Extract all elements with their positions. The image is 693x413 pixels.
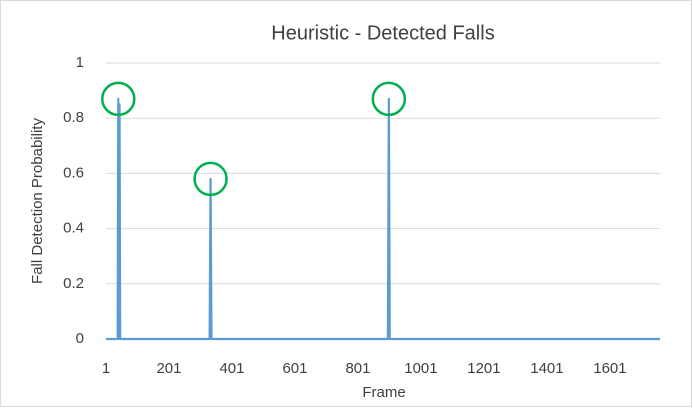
x-tick-label: 801 (345, 360, 370, 377)
x-tick-label: 401 (219, 360, 244, 377)
x-tick-label: 1001 (404, 360, 437, 377)
highlight-circle (101, 81, 136, 117)
y-tick-label: 0.2 (63, 275, 84, 292)
y-tick-label: 0 (76, 330, 84, 347)
y-tick-label: 0.8 (63, 109, 84, 126)
y-tick-label: 0.6 (63, 164, 84, 181)
line-series (106, 97, 660, 341)
x-tick-label: 1 (102, 360, 110, 377)
x-tick-label: 201 (156, 360, 181, 377)
x-axis-label: Frame (362, 384, 405, 401)
highlight-circle (193, 161, 228, 197)
x-tick-label: 1201 (467, 360, 500, 377)
highlight-circle (371, 81, 407, 117)
y-tick-label: 0.4 (63, 220, 84, 237)
x-tick-label: 601 (282, 360, 307, 377)
x-tick-label: 1401 (530, 360, 563, 377)
x-tick-label: 1601 (593, 360, 626, 377)
y-axis-label: Fall Detection Probability (29, 118, 46, 284)
chart-title: Heuristic - Detected Falls (271, 22, 494, 44)
y-tick-label: 1 (76, 54, 84, 71)
